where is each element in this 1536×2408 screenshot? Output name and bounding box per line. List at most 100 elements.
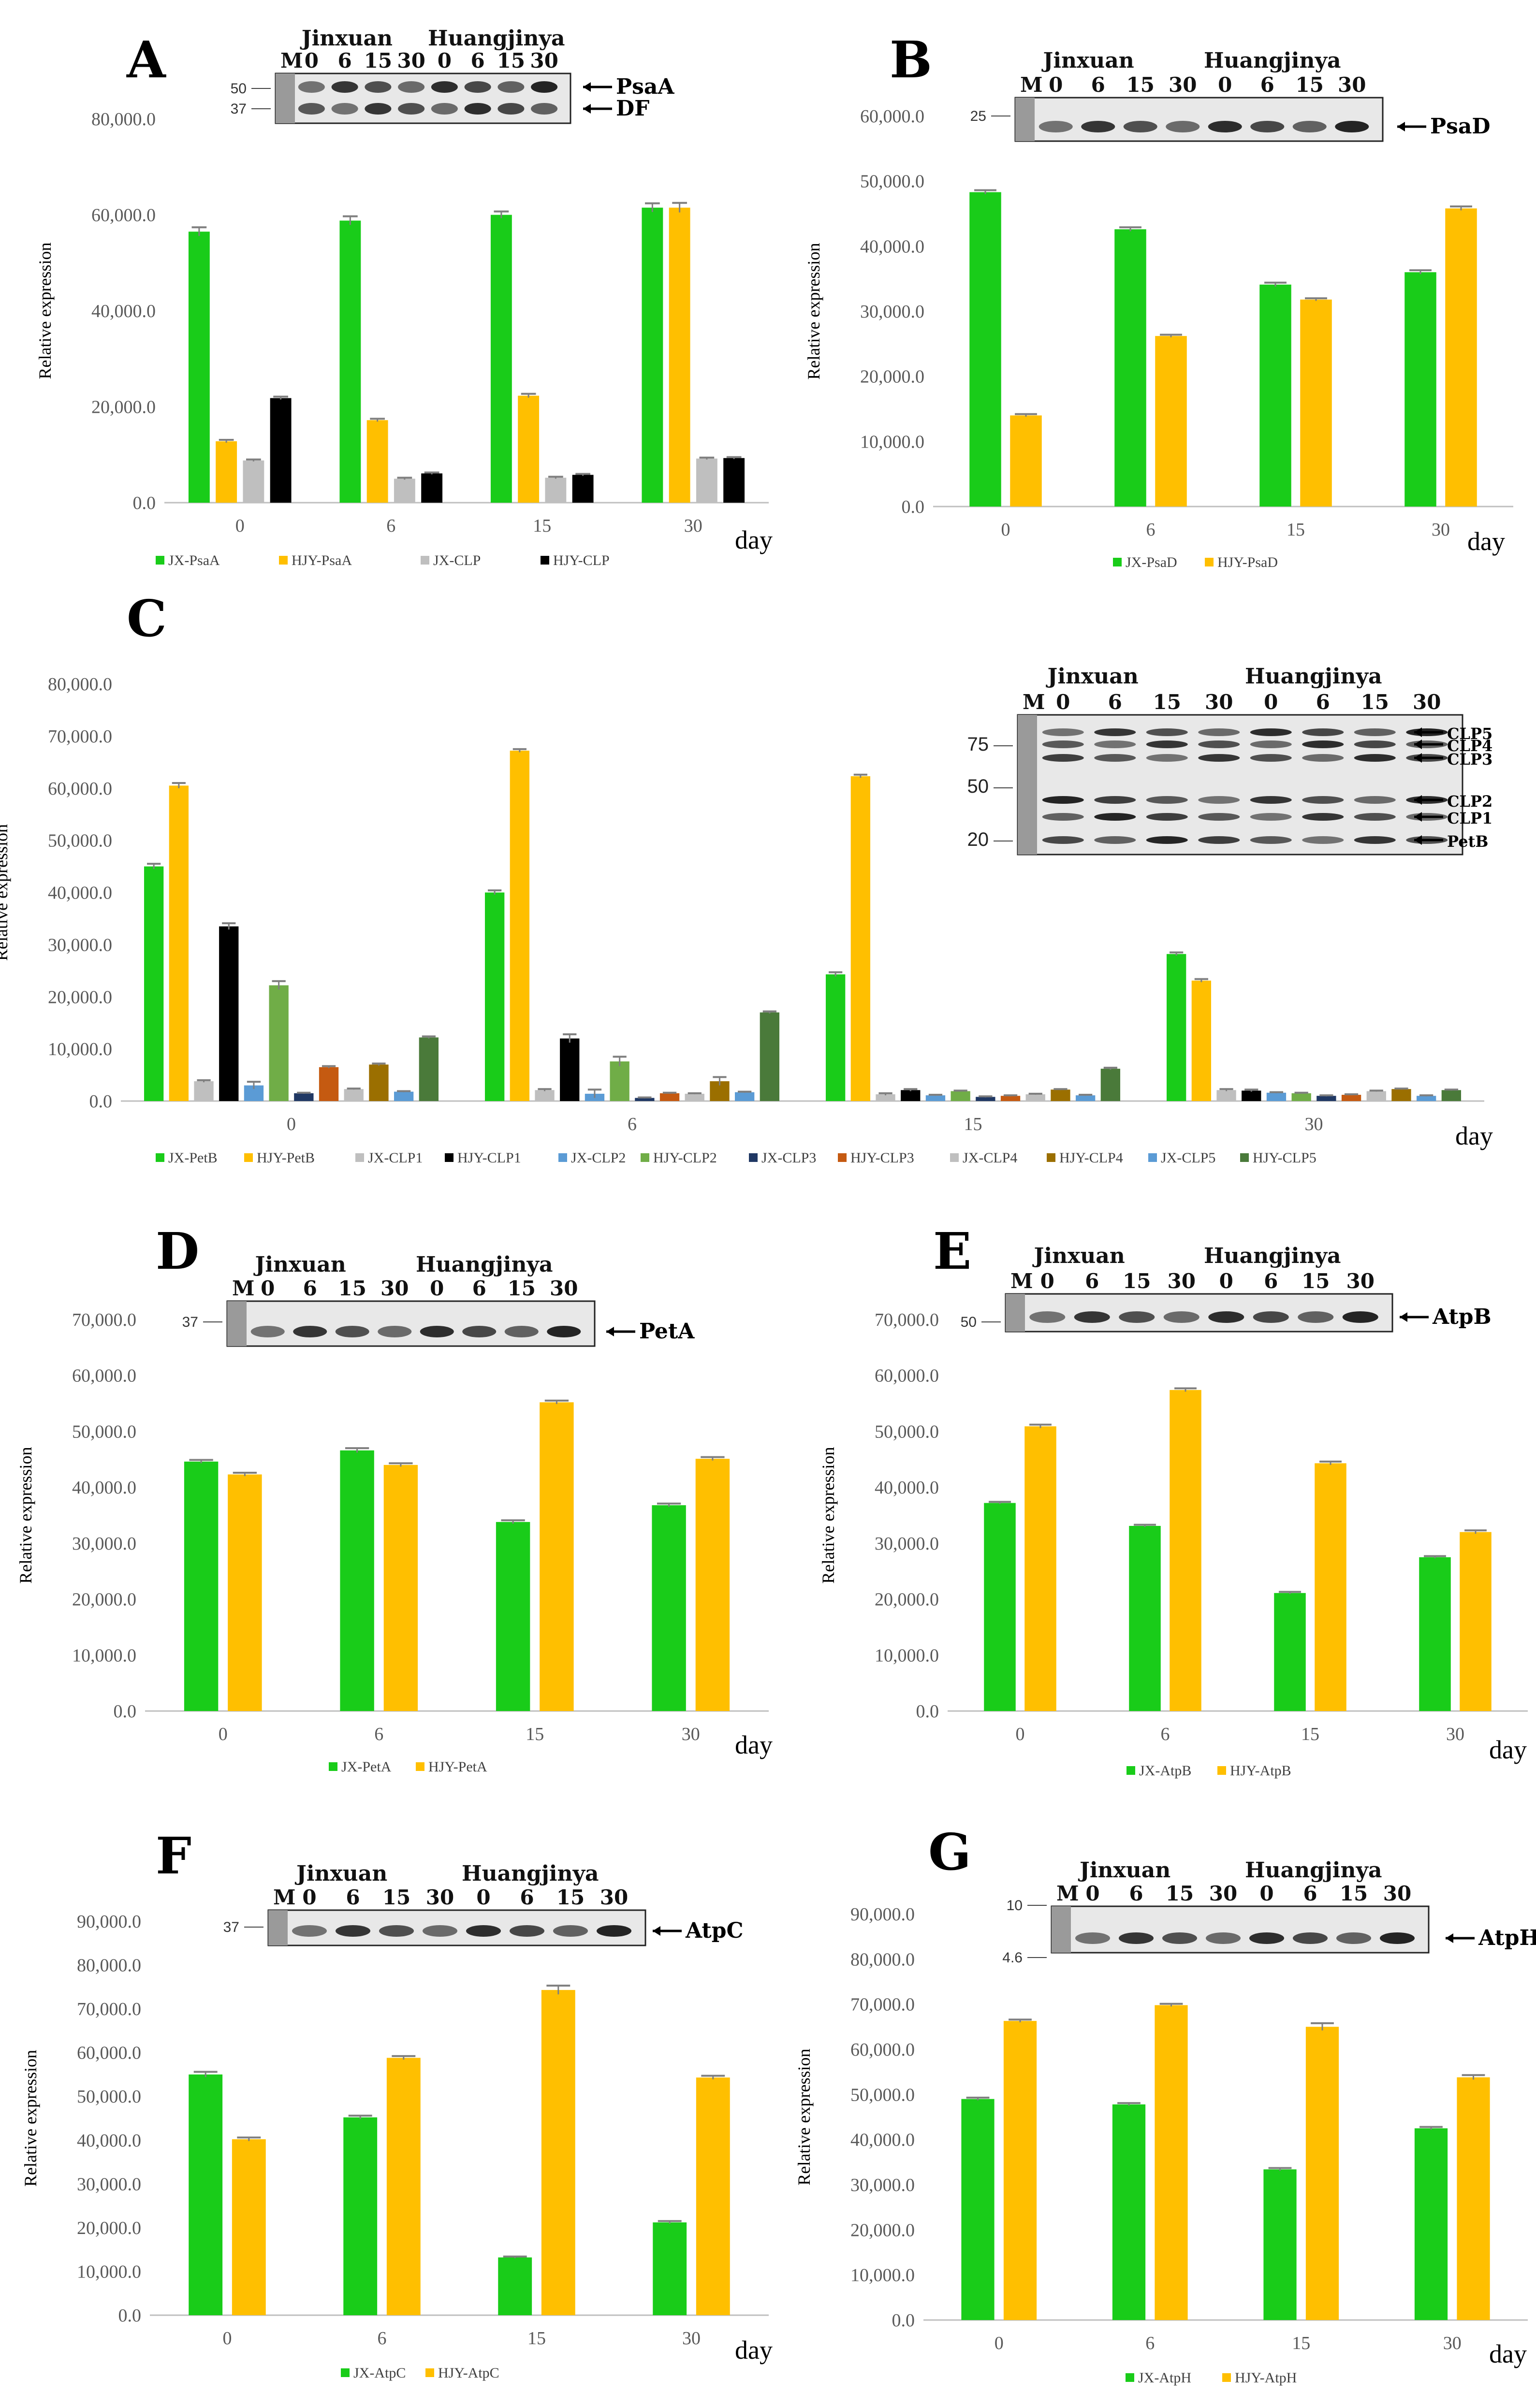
blot-lane-label: 6 — [471, 49, 485, 73]
bar-HJY-CLP5 — [1441, 1090, 1462, 1101]
legend-entry: HJY-CLP5 — [1253, 1150, 1317, 1166]
blot-lane-label: 15 — [1126, 73, 1155, 97]
blot-band — [298, 81, 325, 93]
y-tick-label: 20,000.0 — [875, 1590, 939, 1610]
bar-JX-AtpC — [343, 2117, 378, 2315]
blot-band-label: CLP3 — [1447, 750, 1492, 769]
bar-HJY-CLP4 — [1391, 1089, 1411, 1101]
blot-lane-label: 6 — [1303, 1882, 1317, 1905]
legend-entry: HJY-PsaD — [1217, 554, 1278, 570]
bar-JX-AtpH — [1263, 2169, 1297, 2320]
bar-JX-PetB — [1166, 954, 1186, 1101]
bar-HJY-PetB — [510, 751, 530, 1101]
bar-HJY-CLP5 — [419, 1037, 439, 1101]
blot-band — [1146, 754, 1188, 762]
bar-JX-CLP1 — [535, 1090, 555, 1101]
blot-mw-label: 25 — [970, 108, 986, 124]
legend-swatch — [244, 1153, 253, 1162]
y-tick-label: 0.0 — [902, 497, 925, 517]
blot-band — [466, 1925, 501, 1937]
x-tick-label: 0 — [287, 1114, 296, 1134]
bar-JX-CLP3 — [1317, 1096, 1336, 1101]
legend-entry: HJY-AtpB — [1230, 1763, 1291, 1779]
legend-swatch — [416, 1762, 424, 1771]
legend-entry: JX-PetA — [341, 1759, 392, 1775]
blot-marker-strip — [227, 1301, 247, 1346]
x-axis-day-label: day — [735, 2335, 773, 2364]
bar-HJY-PsaA — [216, 441, 237, 503]
blot-arrow-head — [1397, 122, 1405, 131]
blot-band — [1298, 1311, 1334, 1323]
y-axis-label: Relative expression — [794, 2049, 814, 2186]
blot-lane-label: 15 — [1296, 73, 1324, 97]
blot-lane-label: 15 — [1166, 1882, 1194, 1905]
blot-cultivar-jinxuan: Jinxuan — [294, 1861, 387, 1886]
blot-band — [331, 81, 358, 93]
panel-letter: C — [127, 589, 167, 648]
x-axis-day-label: day — [735, 525, 773, 554]
y-tick-label: 60,000.0 — [860, 106, 924, 127]
blot-mw-label: 50 — [961, 1314, 977, 1330]
bar-HJY-CLP3 — [1000, 1096, 1021, 1101]
blot-band — [1094, 740, 1136, 748]
y-tick-label: 80,000.0 — [91, 109, 156, 130]
blot-lane-label: 0 — [1056, 690, 1070, 714]
y-tick-label: 10,000.0 — [48, 1039, 112, 1059]
blot-lane-label: 0 — [476, 1886, 490, 1909]
legend-swatch — [1047, 1153, 1055, 1162]
panel-letter: A — [126, 30, 166, 89]
x-tick-label: 6 — [386, 516, 395, 536]
blot-mw-label: 37 — [223, 1919, 239, 1935]
blot-band — [1094, 813, 1136, 821]
blot-band — [365, 81, 392, 93]
blot-lane-label: 0 — [1264, 690, 1278, 714]
y-axis-label: Relative expression — [16, 1447, 35, 1584]
bar-HJY-CLP1 — [219, 926, 239, 1101]
bar-HJY-PetB — [1191, 980, 1212, 1101]
x-tick-label: 6 — [1161, 1724, 1170, 1744]
y-tick-label: 60,000.0 — [91, 205, 156, 226]
blot-band — [1198, 796, 1240, 804]
x-tick-label: 0 — [995, 2333, 1004, 2353]
blot-lane-label: 0 — [1040, 1269, 1054, 1293]
legend-swatch — [1240, 1153, 1249, 1162]
y-tick-label: 50,000.0 — [875, 1422, 939, 1442]
blot-arrow-head — [1414, 740, 1422, 749]
x-tick-label: 15 — [533, 516, 551, 536]
blot-lane-label: 0 — [305, 49, 319, 73]
y-axis-label: Relative expression — [0, 824, 11, 961]
legend-entry: HJY-CLP2 — [653, 1150, 717, 1166]
blot-lane-label: 0 — [1085, 1882, 1099, 1905]
bar-JX-PetA — [496, 1522, 530, 1711]
y-tick-label: 40,000.0 — [860, 236, 924, 257]
blot-cultivar-jinxuan: Jinxuan — [1032, 1244, 1125, 1268]
blot-band — [1302, 728, 1344, 736]
legend-entry: JX-PetB — [168, 1150, 218, 1166]
blot-band — [331, 103, 358, 115]
bar-HJY-CLP3 — [659, 1093, 680, 1101]
blot-lane-label: 0 — [430, 1277, 444, 1300]
blot-arrow-head — [1400, 1312, 1407, 1322]
blot-marker-strip — [1018, 715, 1037, 855]
blot-band — [1354, 754, 1396, 762]
blot-band — [1208, 1311, 1244, 1323]
blot-band-label: PetB — [1447, 832, 1488, 851]
bar-JX-AtpH — [961, 2099, 995, 2320]
y-tick-label: 0.0 — [114, 1701, 137, 1722]
bar-HJY-AtpC — [541, 1990, 575, 2315]
chart-panel-D: D 0.0 10,000.0 20,000.0 30,000.0 40,000.0 50,0… — [16, 1221, 773, 1775]
bar-HJY-CLP3 — [1341, 1095, 1361, 1101]
x-tick-label: 6 — [1145, 2333, 1155, 2353]
blot-mw-label: 10 — [1007, 1898, 1023, 1914]
blot-band — [1250, 728, 1292, 736]
legend-swatch — [1126, 1766, 1135, 1775]
blot-mw-label: 50 — [967, 776, 989, 797]
legend-swatch — [950, 1153, 959, 1162]
blot-lane-label: 0 — [1219, 1269, 1233, 1293]
blot-membrane — [226, 1300, 596, 1347]
blot-membrane — [1051, 1905, 1430, 1954]
bar-HJY-CLP5 — [760, 1012, 780, 1101]
x-tick-label: 0 — [219, 1724, 228, 1744]
blot-lane-label: 0 — [438, 49, 452, 73]
